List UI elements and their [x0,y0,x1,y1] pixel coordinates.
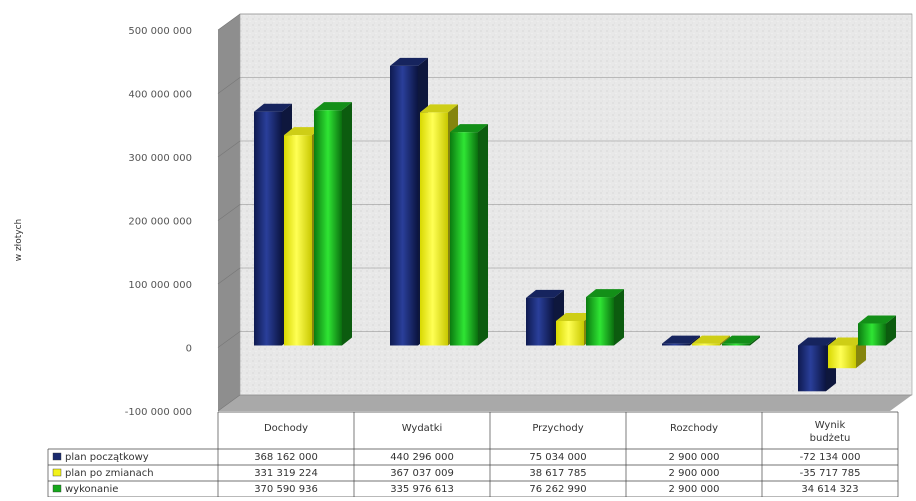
bar-side [720,335,730,346]
y-tick-label: 100 000 000 [128,280,192,291]
y-tick-label: 200 000 000 [128,217,192,228]
category-label: Rozchody [670,423,718,434]
bar-top [662,335,700,344]
bar-top [828,337,866,346]
bar [722,335,760,346]
bar-front [420,112,448,346]
bar-side [614,289,624,346]
category-label: budżetu [810,433,851,444]
bar [858,315,896,346]
bar [314,102,352,346]
data-table-cell: 370 590 936 [254,484,318,495]
data-table-cell: -72 134 000 [800,452,861,463]
bar-front [722,343,750,346]
bar [692,335,730,346]
data-table-cell: 2 900 000 [669,484,720,495]
gridline-side [217,394,241,412]
bar-top [586,289,624,298]
data-table-cell: 331 319 224 [254,468,318,479]
data-table-cell: 440 296 000 [390,452,454,463]
bar-front [284,135,312,346]
category-label: Wydatki [402,423,443,434]
bar-front [828,345,856,369]
data-table-cell: 75 034 000 [529,452,586,463]
bar-top [450,124,488,133]
bar-top [858,315,896,324]
y-tick-label: -100 000 000 [125,407,192,418]
legend-swatch [52,468,62,477]
bar-top [556,312,594,321]
y-tick-label: 300 000 000 [128,153,192,164]
data-table-cell: 76 262 990 [529,484,586,495]
data-table-cell: 2 900 000 [669,468,720,479]
data-table-cell: 367 037 009 [390,468,454,479]
data-table-cell: 335 976 613 [390,484,454,495]
bar-front [526,297,554,346]
bar-top [254,103,292,112]
chart-floor [218,395,912,411]
gridline-side [217,331,241,348]
bar-front [798,345,826,392]
category-label: Przychody [532,423,583,434]
bar [586,289,624,346]
bar-front [450,132,478,346]
bar-front [390,65,418,346]
bar-top [526,289,564,298]
category-label: Dochody [264,423,308,434]
bar-side [886,315,896,346]
bar-top [692,335,730,344]
bar-top [284,127,322,136]
bar-side [690,335,700,346]
data-table-cell: 2 900 000 [669,452,720,463]
gridline-side [217,204,241,221]
data-table-cell: 34 614 323 [801,484,858,495]
bar [662,335,700,346]
bar-front [858,323,886,346]
legend-swatch [52,452,62,461]
bar [526,289,564,346]
bar-front [254,111,282,346]
bar-front [692,343,720,346]
gridline-side [217,140,241,158]
bar-front [586,297,614,346]
bar-side [478,124,488,346]
legend-label: wykonanie [65,484,118,495]
y-tick-label: 400 000 000 [128,90,192,101]
bar-front [556,320,584,346]
y-tick-label: 500 000 000 [128,26,192,37]
bar-top [314,102,352,111]
bar [450,124,488,346]
bar-top [798,337,836,346]
data-table-cell: -35 717 785 [800,468,861,479]
bar-side [750,335,760,346]
legend-swatch [52,484,62,493]
y-axis-title: w złotych [14,219,24,262]
bar-side [342,102,352,346]
data-table-cell: 38 617 785 [529,468,586,479]
bar-top [390,57,428,66]
gridline-side [217,77,241,94]
bar-top [420,104,458,113]
data-table-cell: 368 162 000 [254,452,318,463]
legend-label: plan po zmianach [65,468,154,479]
gridline-side [217,267,241,285]
bar-front [314,110,342,346]
bar-front [662,343,690,346]
category-label: Wynik [815,420,846,431]
gridline-side [217,13,241,31]
y-tick-label: 0 [186,344,192,355]
legend-label: plan początkowy [65,452,149,463]
bar-top [722,335,760,344]
